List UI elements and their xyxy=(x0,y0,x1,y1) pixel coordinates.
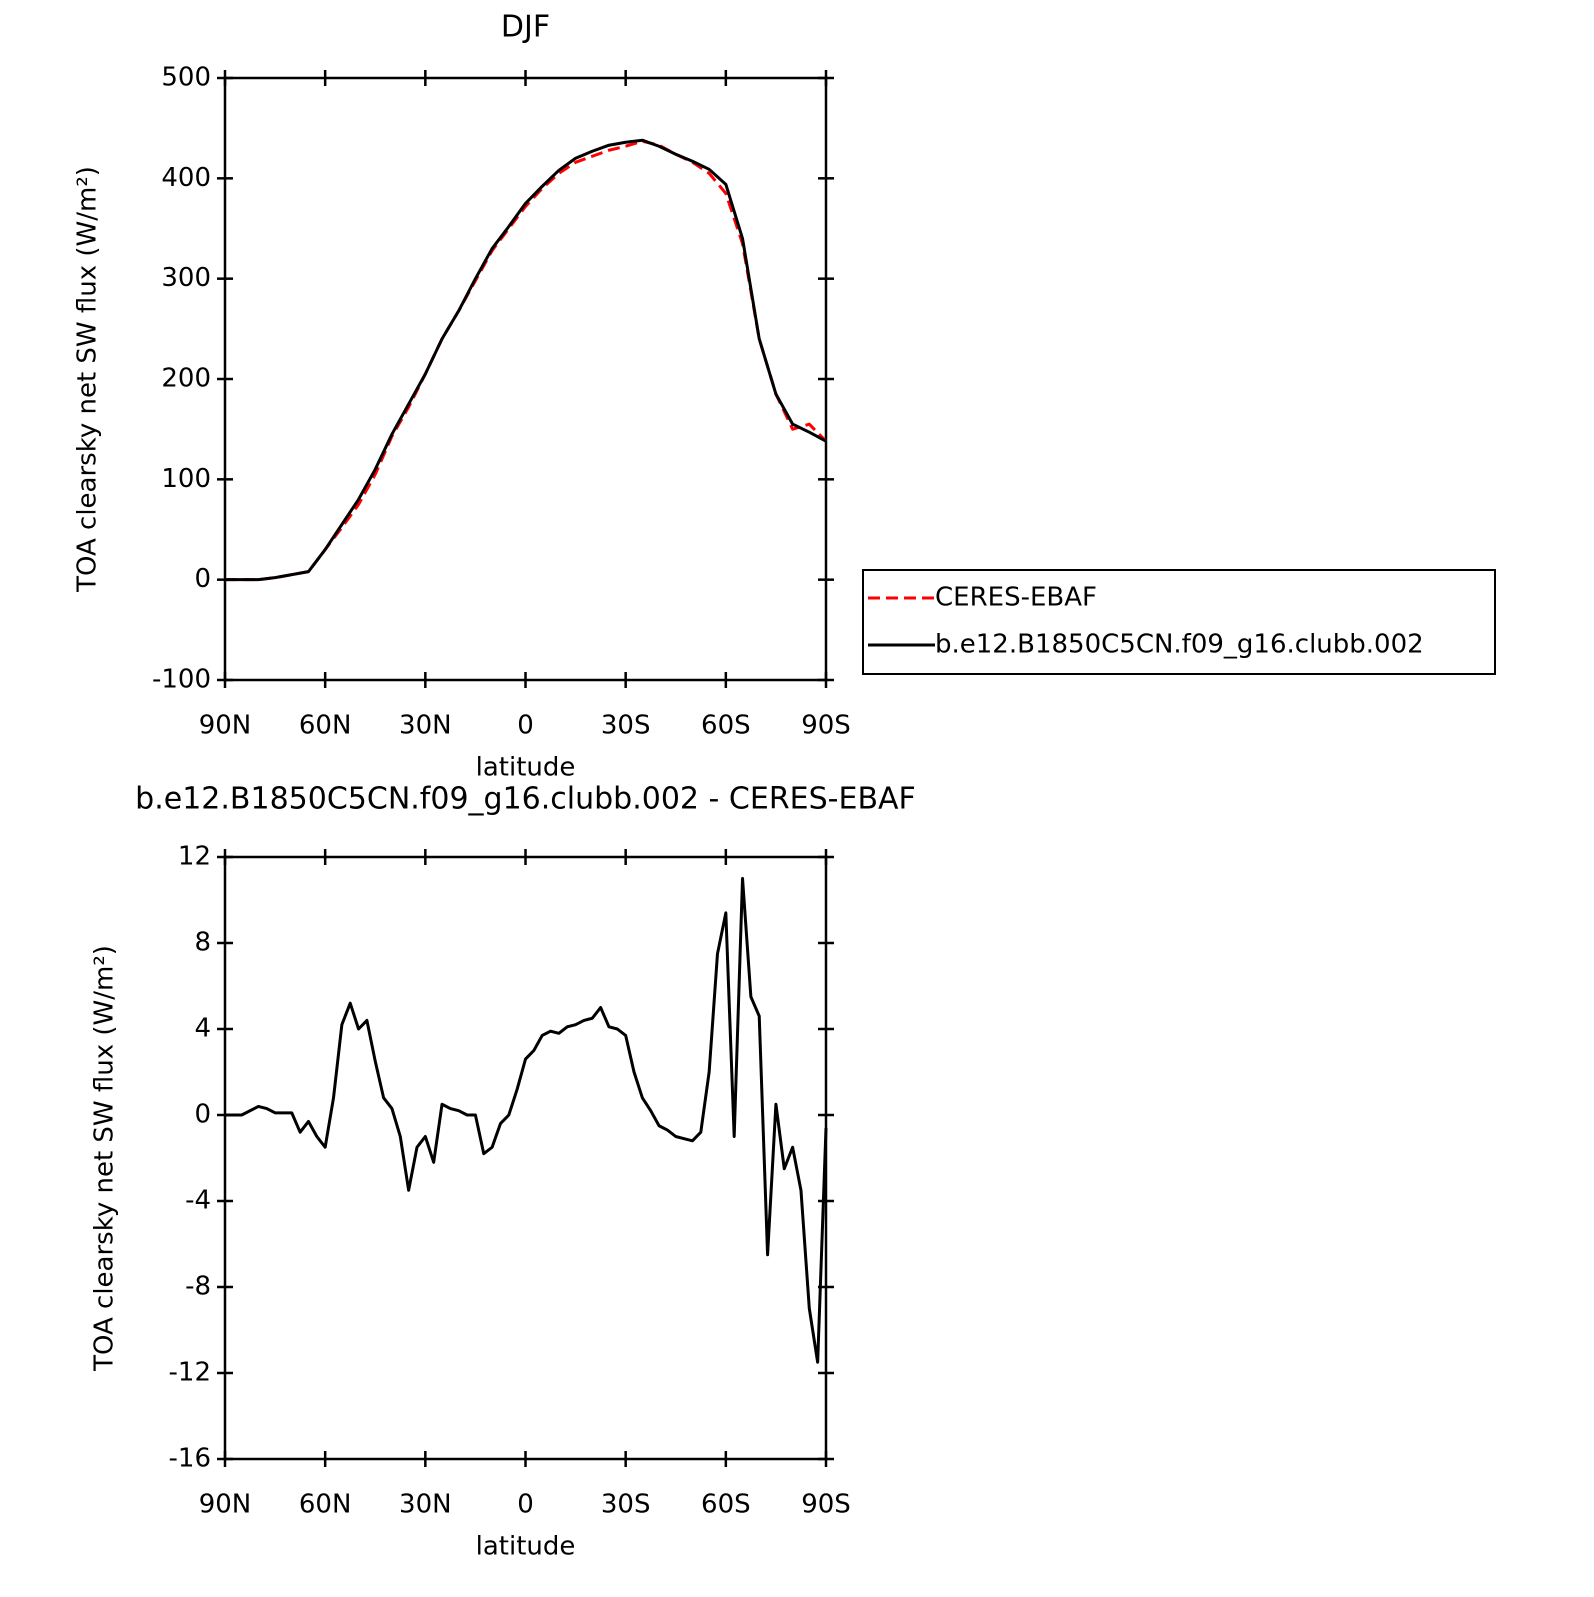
x-axis-label: latitude xyxy=(476,753,576,783)
x-tick-label: 90N xyxy=(199,711,252,741)
x-axis-label: latitude xyxy=(476,1532,576,1562)
x-tick-label: 0 xyxy=(517,1490,534,1520)
x-tick-label: 90N xyxy=(199,1490,252,1520)
y-tick-label: 0 xyxy=(194,1100,211,1130)
x-tick-label: 60S xyxy=(701,711,751,741)
y-tick-label: 100 xyxy=(161,464,211,494)
y-tick-label: 300 xyxy=(161,263,211,293)
y-tick-label: 8 xyxy=(194,928,211,958)
y-tick-label: 4 xyxy=(194,1014,211,1044)
y-tick-label: 400 xyxy=(161,163,211,193)
legend-label: CERES-EBAF xyxy=(935,583,1097,613)
y-tick-label: -16 xyxy=(169,1444,211,1474)
x-tick-label: 90S xyxy=(801,711,851,741)
y-axis-label: TOA clearsky net SW flux (W/m²) xyxy=(90,945,120,1372)
legend-label: b.e12.B1850C5CN.f09_g16.clubb.002 xyxy=(935,630,1424,660)
data-line xyxy=(225,877,828,1364)
y-tick-label: 0 xyxy=(194,564,211,594)
chart-title: b.e12.B1850C5CN.f09_g16.clubb.002 - CERE… xyxy=(135,782,916,817)
x-tick-label: 60N xyxy=(299,1490,352,1520)
plot-frame xyxy=(223,76,828,682)
y-tick-label: 12 xyxy=(178,842,211,872)
x-tick-label: 30N xyxy=(399,1490,452,1520)
data-line xyxy=(225,139,828,582)
y-tick-label: -4 xyxy=(185,1186,211,1216)
y-tick-label: 500 xyxy=(161,63,211,93)
y-tick-label: -100 xyxy=(152,665,211,695)
x-tick-label: 0 xyxy=(517,711,534,741)
chart-title: DJF xyxy=(501,10,550,45)
plot-frame xyxy=(223,855,828,1461)
y-tick-label: 200 xyxy=(161,364,211,394)
y-tick-label: -8 xyxy=(185,1272,211,1302)
x-tick-label: 30S xyxy=(601,711,651,741)
legend-box xyxy=(862,569,1496,675)
x-tick-label: 90S xyxy=(801,1490,851,1520)
data-line xyxy=(225,138,827,582)
y-tick-label: -12 xyxy=(169,1358,211,1388)
x-tick-label: 60S xyxy=(701,1490,751,1520)
x-tick-label: 30S xyxy=(601,1490,651,1520)
x-tick-label: 60N xyxy=(299,711,352,741)
x-tick-label: 30N xyxy=(399,711,452,741)
y-axis-label: TOA clearsky net SW flux (W/m²) xyxy=(73,166,103,593)
